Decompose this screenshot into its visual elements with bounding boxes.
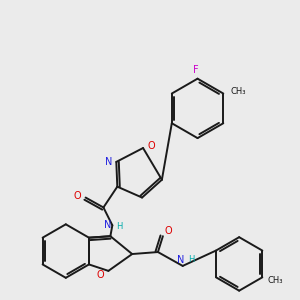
Text: N: N bbox=[177, 255, 184, 265]
Text: O: O bbox=[97, 270, 104, 280]
Text: O: O bbox=[147, 141, 155, 151]
Text: O: O bbox=[164, 226, 172, 236]
Text: O: O bbox=[74, 190, 82, 201]
Text: N: N bbox=[104, 220, 111, 230]
Text: CH₃: CH₃ bbox=[230, 87, 246, 96]
Text: F: F bbox=[193, 65, 198, 75]
Text: H: H bbox=[116, 222, 122, 231]
Text: H: H bbox=[188, 256, 195, 265]
Text: CH₃: CH₃ bbox=[268, 276, 283, 285]
Text: N: N bbox=[105, 157, 112, 167]
